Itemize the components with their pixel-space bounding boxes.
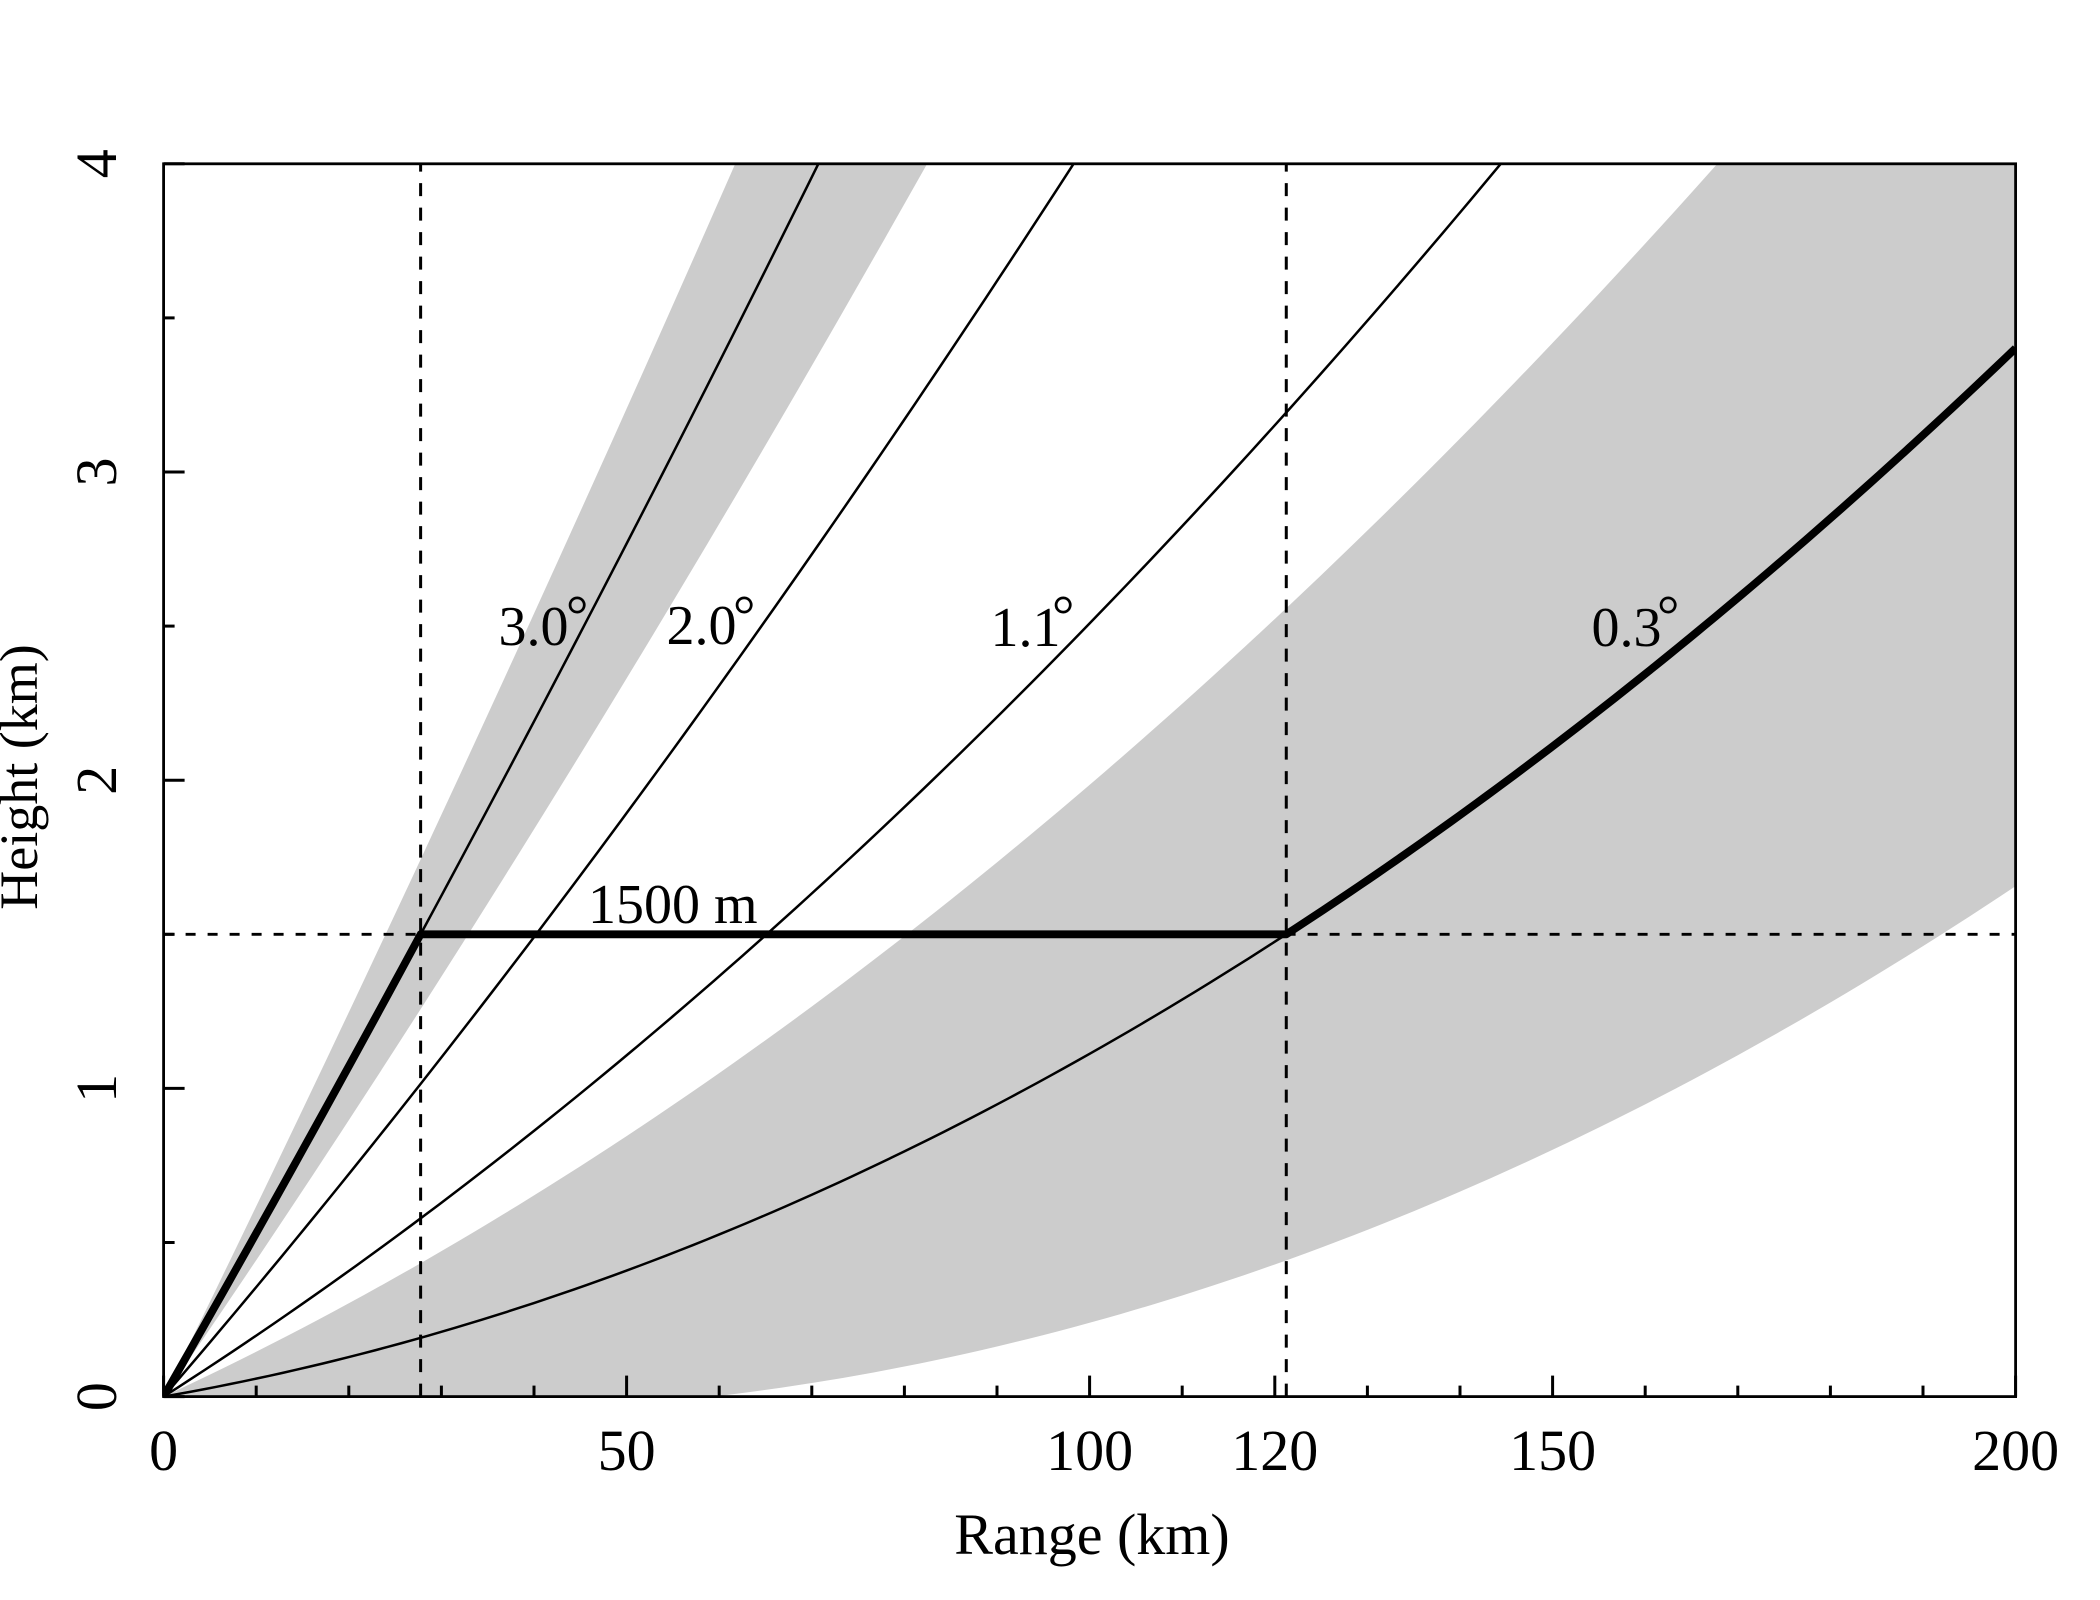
svg-text:°: ° — [1052, 585, 1074, 647]
svg-text:1500 m: 1500 m — [588, 874, 758, 936]
svg-text:Height (km): Height (km) — [0, 644, 49, 909]
svg-text:3.0: 3.0 — [499, 596, 569, 658]
svg-text:100: 100 — [1046, 1418, 1133, 1483]
svg-text:2: 2 — [64, 766, 129, 795]
svg-text:200: 200 — [1972, 1418, 2059, 1483]
svg-text:4: 4 — [64, 149, 129, 178]
svg-text:0.3: 0.3 — [1592, 597, 1662, 659]
svg-text:1.1: 1.1 — [991, 597, 1061, 659]
svg-text:120: 120 — [1231, 1418, 1318, 1483]
svg-text:°: ° — [733, 585, 755, 647]
svg-text:0: 0 — [64, 1382, 129, 1411]
svg-text:2.0: 2.0 — [667, 595, 737, 657]
svg-text:Range (km): Range (km) — [954, 1502, 1229, 1567]
svg-text:0: 0 — [149, 1418, 178, 1483]
svg-text:°: ° — [1657, 585, 1679, 647]
svg-text:1: 1 — [64, 1074, 129, 1103]
svg-text:°: ° — [566, 585, 588, 647]
svg-text:3: 3 — [64, 458, 129, 487]
svg-text:50: 50 — [598, 1418, 656, 1483]
svg-text:150: 150 — [1509, 1418, 1596, 1483]
